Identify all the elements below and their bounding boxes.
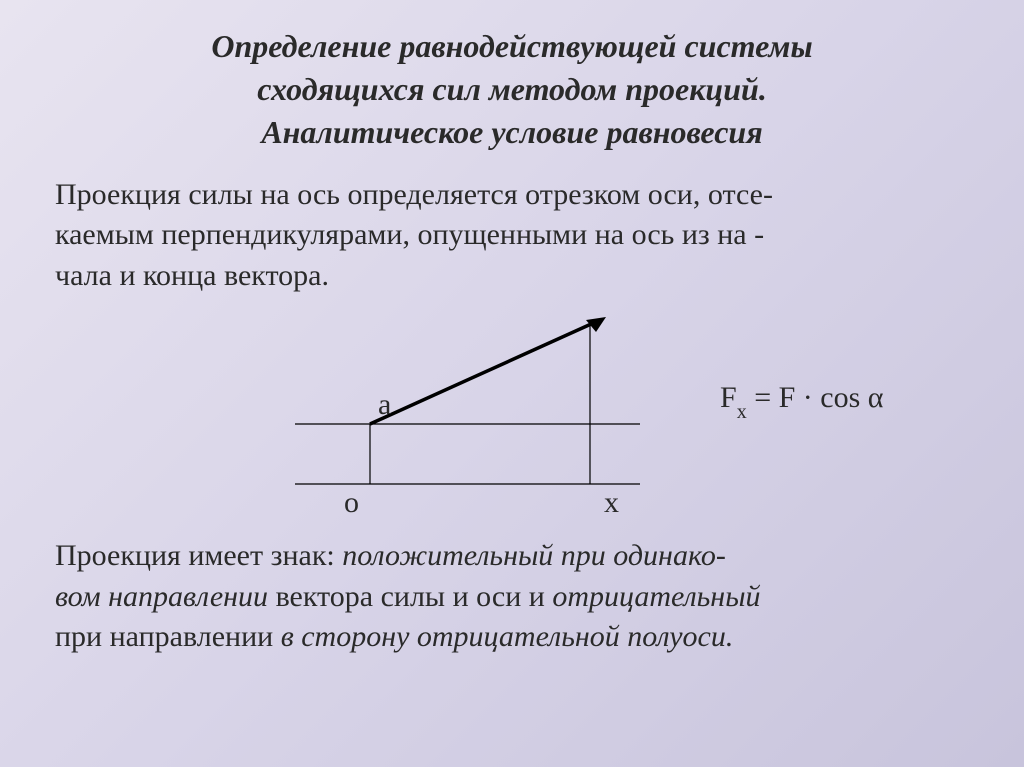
p2-plain3: при направлении	[55, 620, 281, 653]
formula-F: F	[720, 381, 737, 414]
title-line-3: Аналитическое условие равновесия	[50, 111, 974, 154]
formula: Fx = F · cos α	[720, 381, 884, 420]
force-vector	[370, 320, 600, 424]
p1-line1: Проекция силы на ось определяется отрезк…	[55, 175, 984, 216]
slide-title: Определение равнодействующей системы схо…	[0, 0, 1024, 170]
formula-sub-x: x	[737, 401, 747, 423]
p2-ital2: вом направлении	[55, 580, 268, 613]
p1-line2: каемым перпендикулярами, опущенными на о…	[55, 215, 984, 256]
title-line-2: сходящихся сил методом проекций.	[50, 68, 974, 111]
p2-ital4: в сторону отрицательной полуоси.	[281, 620, 734, 653]
p2-plain1: Проекция имеет знак:	[55, 539, 342, 572]
formula-rhs: F · cos α	[779, 381, 884, 414]
formula-eq: =	[747, 381, 779, 414]
diagram-area: a о x Fx = F · cos α	[0, 306, 1024, 536]
angle-label: a	[378, 388, 391, 422]
p2-line3: при направлении в сторону отрицательной …	[55, 617, 984, 658]
origin-label: о	[344, 486, 359, 520]
p2-ital1: положительный при одинако-	[342, 539, 726, 572]
p1-line3: чала и конца вектора.	[55, 256, 984, 297]
p2-line1: Проекция имеет знак: положительный при о…	[55, 536, 984, 577]
p2-line2: вом направлении вектора силы и оси и отр…	[55, 577, 984, 618]
paragraph-2: Проекция имеет знак: положительный при о…	[0, 536, 1024, 658]
axis-x-label: x	[604, 486, 619, 520]
paragraph-1: Проекция силы на ось определяется отрезк…	[0, 170, 1024, 297]
p2-plain2: вектора силы и оси и	[268, 580, 552, 613]
p2-ital3: отрицательный	[552, 580, 760, 613]
title-line-1: Определение равнодействующей системы	[50, 25, 974, 68]
